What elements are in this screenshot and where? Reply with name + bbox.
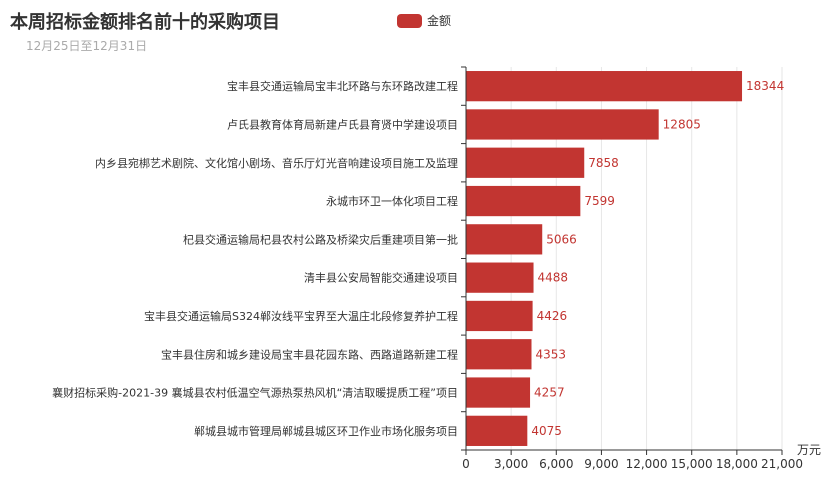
category-label: 郸城县城市管理局郸城县城区环卫作业市场化服务项目	[194, 424, 458, 438]
bar[interactable]	[466, 147, 585, 178]
category-label: 宝丰县住房和城乡建设局宝丰县花园东路、西路道路新建工程	[161, 347, 458, 361]
bar[interactable]	[466, 224, 543, 255]
chart-title: 本周招标金额排名前十的采购项目	[10, 12, 280, 33]
x-tick-label: 9,000	[584, 457, 618, 471]
category-label: 宝丰县交通运输局宝丰北环路与东环路改建工程	[227, 79, 458, 93]
category-label: 襄财招标采购-2021-39 襄城县农村低温空气源热泵热风机“清洁取暖提质工程”…	[52, 386, 458, 400]
bar[interactable]	[466, 185, 581, 217]
bar[interactable]	[466, 377, 531, 408]
legend-label: 金额	[427, 14, 452, 28]
bar[interactable]	[466, 262, 534, 293]
x-tick-label: 15,000	[671, 457, 713, 471]
category-label: 宝丰县交通运输局S324郸汝线平宝界至大温庄北段修复养护工程	[144, 309, 458, 323]
x-tick-label: 12,000	[626, 457, 668, 471]
category-label: 内乡县宛梆艺术剧院、文化馆小剧场、音乐厅灯光音响建设项目施工及监理	[95, 156, 458, 170]
bar[interactable]	[466, 339, 532, 370]
bar-value-label: 18344	[746, 79, 784, 93]
x-tick-label: 0	[462, 457, 470, 471]
bar-value-label: 4426	[537, 309, 568, 323]
bar[interactable]	[466, 109, 659, 140]
bars-layer: 18344 12805 7858 7599 5066 4488 4426 4353 4257 40…	[466, 71, 784, 446]
bar[interactable]	[466, 300, 533, 332]
bar-value-label: 7599	[584, 194, 615, 208]
legend-swatch	[397, 13, 422, 28]
bar-value-label: 7858	[588, 156, 619, 170]
legend-item-amount[interactable]: 金额	[397, 12, 451, 29]
bar-value-label: 4257	[534, 386, 565, 400]
category-label: 永城市环卫一体化项目工程	[326, 194, 458, 208]
category-label: 卢氏县教育体育局新建卢氏县育贤中学建设项目	[227, 117, 458, 131]
bar-value-label: 4488	[538, 271, 569, 285]
category-label: 杞县交通运输局杞县农村公路及桥梁灾后重建项目第一批	[183, 232, 458, 246]
x-tick-label: 6,000	[539, 457, 573, 471]
axis-layer: 宝丰县交通运输局宝丰北环路与东环路改建工程卢氏县教育体育局新建卢氏县育贤中学建设…	[52, 66, 821, 471]
bar-value-label: 4075	[531, 424, 562, 438]
x-tick-label: 18,000	[716, 457, 758, 471]
category-label: 清丰县公安局智能交通建设项目	[304, 271, 458, 285]
bar-value-label: 4353	[536, 347, 567, 361]
chart-subtitle: 12月25日至12月31日	[26, 39, 148, 53]
bar-value-label: 5066	[546, 232, 577, 246]
x-axis-unit-label: 万元	[797, 443, 821, 457]
x-tick-label: 3,000	[494, 457, 528, 471]
x-tick-label: 21,000	[761, 457, 803, 471]
bar-value-label: 12805	[663, 117, 701, 131]
bar[interactable]	[466, 71, 743, 102]
bar[interactable]	[466, 415, 528, 446]
